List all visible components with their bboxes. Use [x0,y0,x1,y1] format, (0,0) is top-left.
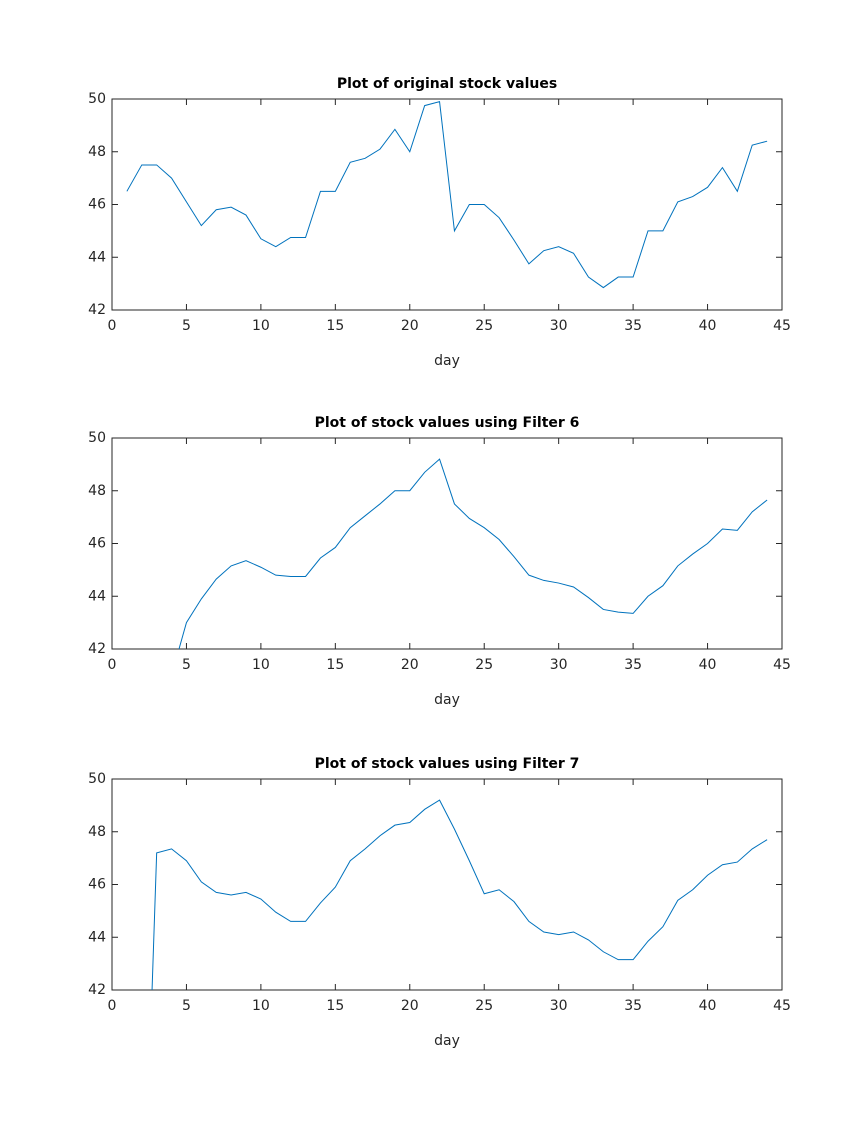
x-tick-label: 15 [326,998,344,1014]
x-tick-label: 10 [252,998,270,1014]
plot-area [111,778,783,991]
data-line [126,101,768,289]
plot-area [111,98,783,311]
x-tick-label: 5 [182,998,191,1014]
x-tick-label: 10 [252,657,270,673]
y-tick-label: 44 [88,249,106,265]
x-tick-label: 20 [401,318,419,334]
y-tick-label: 50 [88,430,106,446]
x-axis-label: day [434,353,460,369]
y-tick-label: 42 [88,982,106,998]
x-tick-label: 15 [326,657,344,673]
y-tick-label: 42 [88,302,106,318]
x-tick-label: 20 [401,998,419,1014]
x-tick-label: 30 [550,318,568,334]
x-axis-label: day [434,1033,460,1049]
y-tick-label: 48 [88,144,106,160]
x-tick-label: 0 [108,998,117,1014]
x-axis-label: day [434,692,460,708]
y-tick-label: 44 [88,929,106,945]
x-tick-label: 30 [550,657,568,673]
x-tick-label: 5 [182,318,191,334]
y-tick-label: 46 [88,197,106,213]
x-tick-label: 40 [699,318,717,334]
y-tick-label: 50 [88,91,106,107]
data-line [151,799,768,990]
x-tick-label: 20 [401,657,419,673]
x-tick-label: 25 [475,657,493,673]
x-tick-label: 45 [773,318,791,334]
x-tick-label: 25 [475,318,493,334]
plot-area [111,437,783,650]
subplot: Plot of stock values using Filter 7 day 0 5… [88,756,791,1049]
chart-title: Plot of stock values using Filter 7 [315,756,580,772]
chart-title: Plot of stock values using Filter 6 [315,415,580,431]
x-tick-label: 30 [550,998,568,1014]
x-tick-label: 40 [699,998,717,1014]
chart-title: Plot of original stock values [337,76,557,92]
x-tick-label: 15 [326,318,344,334]
subplot: Plot of original stock values day 0 5 10 15 20… [88,76,791,369]
x-tick-label: 45 [773,998,791,1014]
x-tick-label: 35 [624,657,642,673]
x-tick-label: 35 [624,318,642,334]
x-tick-label: 0 [108,657,117,673]
y-tick-label: 44 [88,588,106,604]
y-tick-label: 42 [88,641,106,657]
x-tick-label: 35 [624,998,642,1014]
x-tick-label: 40 [699,657,717,673]
subplot: Plot of stock values using Filter 6 day 0 5… [88,415,791,708]
x-tick-label: 45 [773,657,791,673]
x-tick-label: 25 [475,998,493,1014]
y-tick-label: 46 [88,877,106,893]
x-tick-label: 10 [252,318,270,334]
x-tick-label: 5 [182,657,191,673]
y-tick-label: 50 [88,771,106,787]
data-line [178,458,768,649]
y-tick-label: 46 [88,536,106,552]
y-tick-label: 48 [88,824,106,840]
y-tick-label: 48 [88,483,106,499]
x-tick-label: 0 [108,318,117,334]
